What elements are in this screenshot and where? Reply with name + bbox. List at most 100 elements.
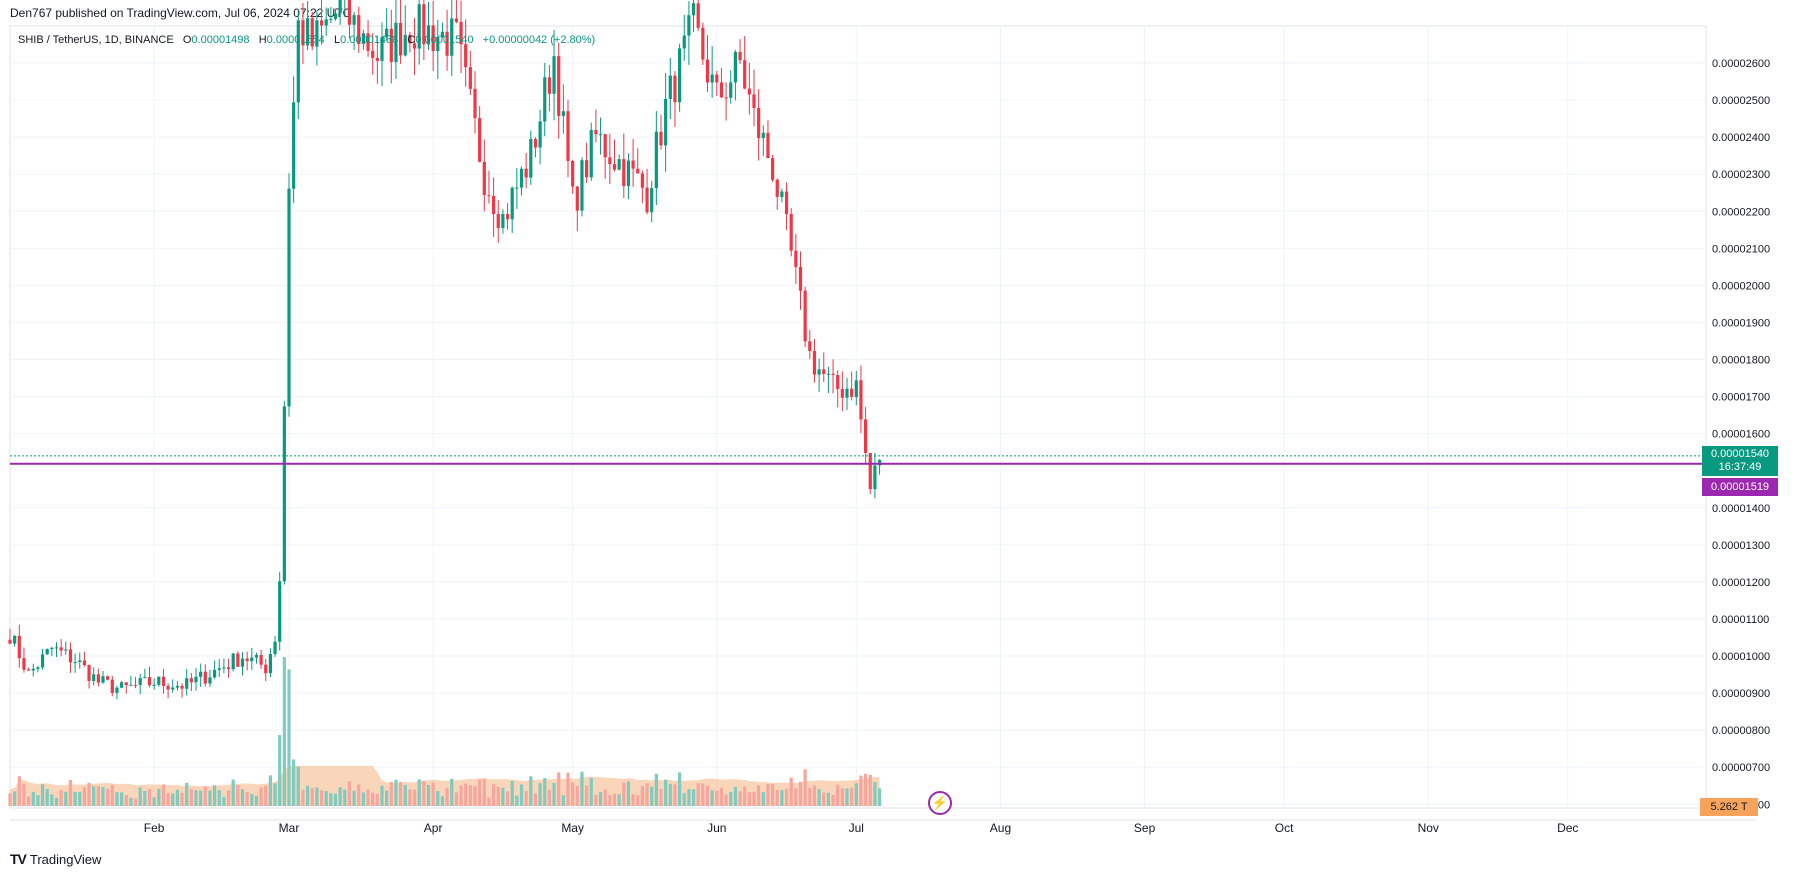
candle-body	[315, 20, 319, 47]
volume-bar	[180, 792, 184, 806]
volume-bar	[171, 793, 175, 806]
volume-bar	[338, 787, 342, 806]
lightning-icon[interactable]: ⚡	[928, 791, 952, 815]
volume-bar	[371, 792, 375, 806]
volume-bar	[877, 788, 882, 806]
volume-bar	[361, 792, 365, 806]
candle-body	[608, 157, 612, 165]
candle-body	[147, 677, 152, 686]
volume-bar	[482, 779, 486, 806]
candle-body	[375, 57, 379, 61]
volume-bar	[333, 793, 338, 806]
candle-body	[120, 682, 124, 688]
volume-bar	[575, 786, 579, 806]
volume-bar	[208, 790, 212, 806]
volume-bar	[78, 792, 82, 806]
volume-bar	[566, 772, 570, 806]
candle-body	[64, 649, 68, 651]
volume-bar	[454, 792, 458, 806]
volume-bar	[519, 784, 524, 806]
volume-bar	[585, 785, 589, 806]
candle-body	[73, 662, 77, 664]
candle-body	[831, 373, 835, 375]
volume-bar	[17, 776, 21, 806]
candle-body	[110, 679, 114, 693]
volume-bar	[729, 792, 733, 806]
candle-body	[492, 195, 496, 215]
candle-body	[259, 654, 263, 665]
volume-bar	[101, 786, 105, 806]
volume-bar	[654, 773, 658, 806]
volume-bar	[8, 793, 12, 806]
candle-body	[743, 60, 747, 89]
volume-bar	[240, 789, 245, 806]
candle-body	[231, 653, 235, 670]
volume-bar	[636, 795, 640, 806]
y-tick-label: 0.00002300	[1712, 169, 1770, 181]
candle-body	[482, 161, 486, 196]
volume-bar	[510, 780, 514, 806]
volume-bar	[840, 788, 844, 806]
candle-body	[371, 50, 375, 58]
candle-body	[664, 98, 668, 146]
volume-bar	[468, 785, 472, 806]
volume-bar	[352, 790, 356, 806]
volume-bar	[571, 782, 575, 806]
candle-body	[152, 684, 156, 686]
volume-bar	[715, 790, 719, 806]
candle-body	[352, 15, 356, 25]
volume-bar	[682, 793, 686, 806]
x-tick-label: Apr	[424, 821, 443, 835]
candle-body	[282, 406, 286, 582]
candle-body	[547, 77, 551, 94]
volume-bar	[845, 788, 849, 806]
candle-body	[8, 639, 12, 644]
volume-bar	[478, 779, 482, 806]
volume-bar	[64, 791, 68, 806]
volume-bar	[836, 784, 840, 806]
volume-bar	[259, 787, 263, 806]
candle-body	[408, 34, 412, 44]
volume-bar	[850, 787, 854, 806]
candle-body	[840, 389, 844, 398]
x-tick-label: Dec	[1557, 821, 1578, 835]
volume-bar	[96, 786, 100, 806]
x-tick-label: Jun	[707, 821, 726, 835]
candle-body	[650, 188, 654, 213]
candle-body	[859, 380, 863, 420]
volume-bar	[106, 788, 110, 806]
volume-bar	[110, 784, 114, 806]
candle-body	[822, 369, 826, 374]
low-value: 0.00001488	[340, 34, 399, 46]
volume-bar	[440, 796, 445, 806]
candle-body	[585, 160, 589, 178]
candle-body	[868, 452, 872, 490]
volume-bar	[175, 789, 179, 806]
candle-body	[533, 139, 538, 148]
candle-body	[101, 676, 105, 683]
high-label: H	[258, 34, 267, 46]
volume-bar	[166, 793, 170, 806]
volume-bar	[45, 788, 49, 806]
candle-body	[412, 43, 417, 49]
candle-body	[864, 419, 868, 453]
brand-label: TradingView	[29, 851, 102, 867]
candle-body	[445, 31, 449, 56]
candle-body	[566, 111, 570, 161]
candle-body	[524, 168, 528, 178]
candle-body	[575, 186, 579, 211]
candle-body	[189, 678, 193, 683]
candle-body	[287, 188, 291, 407]
y-tick-label: 0.00001700	[1712, 392, 1770, 404]
candle-body	[45, 649, 49, 655]
candle-body	[292, 102, 296, 189]
volume-bar	[450, 778, 454, 806]
volume-bar	[533, 793, 538, 806]
y-tick-label: 0.00001100	[1712, 614, 1769, 626]
candle-body	[59, 647, 63, 651]
candle-body	[784, 191, 789, 214]
change-value: +0.00000042 (+2.80%)	[482, 34, 596, 46]
y-tick-label: 0.00002500	[1712, 95, 1770, 107]
candle-body	[817, 369, 821, 375]
